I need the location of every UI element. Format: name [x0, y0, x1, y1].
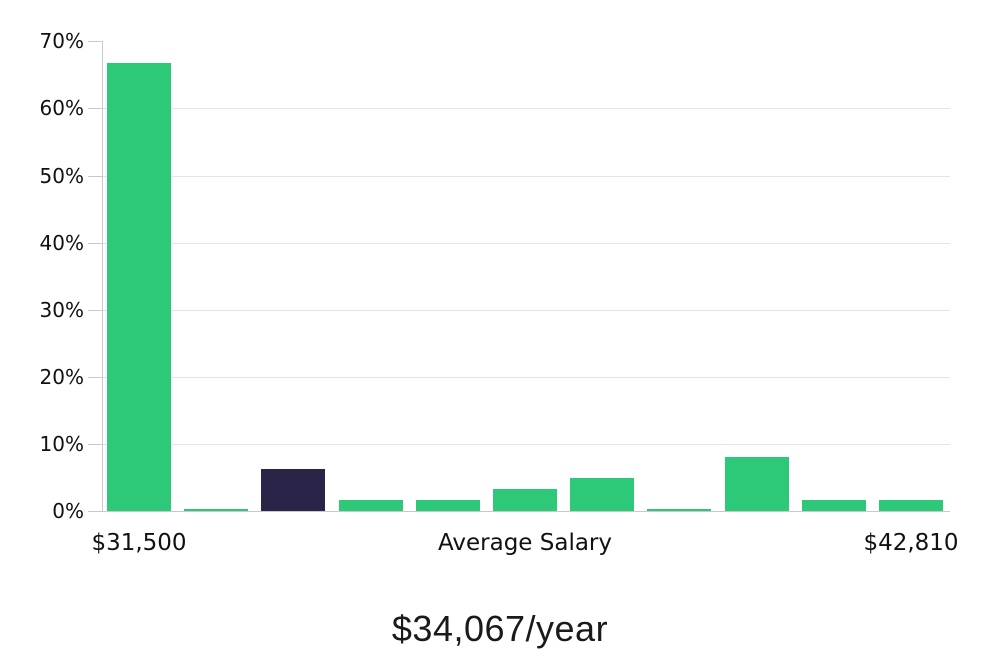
- x-axis-label-min-salary: $31,500: [91, 530, 187, 556]
- bar-5: [415, 499, 480, 511]
- bar-8: [647, 508, 712, 511]
- y-tick-label-30%: 30%: [39, 297, 84, 322]
- y-axis-line: [102, 41, 103, 511]
- bar-2: [184, 508, 249, 511]
- y-tickmark-50%: [88, 175, 102, 177]
- y-tickmark-40%: [88, 242, 102, 244]
- bar-10: [801, 499, 866, 511]
- y-tick-label-40%: 40%: [39, 230, 84, 255]
- bar-9: [724, 457, 789, 511]
- y-tickmark-10%: [88, 443, 102, 445]
- y-tick-label-0%: 0%: [52, 499, 84, 523]
- gridline-40pct: [102, 242, 950, 244]
- gridline-30pct: [102, 309, 950, 311]
- gridline-20pct: [102, 376, 950, 378]
- bar-1: [107, 62, 171, 511]
- y-tickmark-30%: [88, 309, 102, 311]
- x-axis-baseline: [102, 511, 950, 512]
- y-tick-label-60%: 60%: [39, 96, 84, 121]
- bar-4: [338, 499, 403, 511]
- gridline-50pct: [102, 175, 950, 177]
- bar-6: [493, 488, 557, 511]
- bar-7: [570, 478, 635, 511]
- x-axis-label-average-salary: Average Salary: [437, 530, 613, 556]
- y-tick-label-20%: 20%: [39, 364, 84, 389]
- gridline-10pct: [102, 443, 950, 445]
- bar-11: [879, 499, 943, 511]
- gridline-60pct: [102, 108, 950, 110]
- y-tickmark-20%: [88, 376, 102, 378]
- y-tickmark-0%: [88, 511, 102, 512]
- y-tick-label-50%: 50%: [39, 163, 84, 188]
- y-tickmark-60%: [88, 108, 102, 110]
- y-tick-label-70%: 70%: [39, 29, 84, 54]
- bar-highlight-navy: [261, 468, 326, 511]
- average-salary-title: $34,067/year: [391, 608, 609, 649]
- y-tick-label-10%: 10%: [39, 431, 84, 456]
- x-axis-label-max-salary: $42,810: [863, 530, 959, 556]
- y-tickmark-70%: [88, 41, 102, 43]
